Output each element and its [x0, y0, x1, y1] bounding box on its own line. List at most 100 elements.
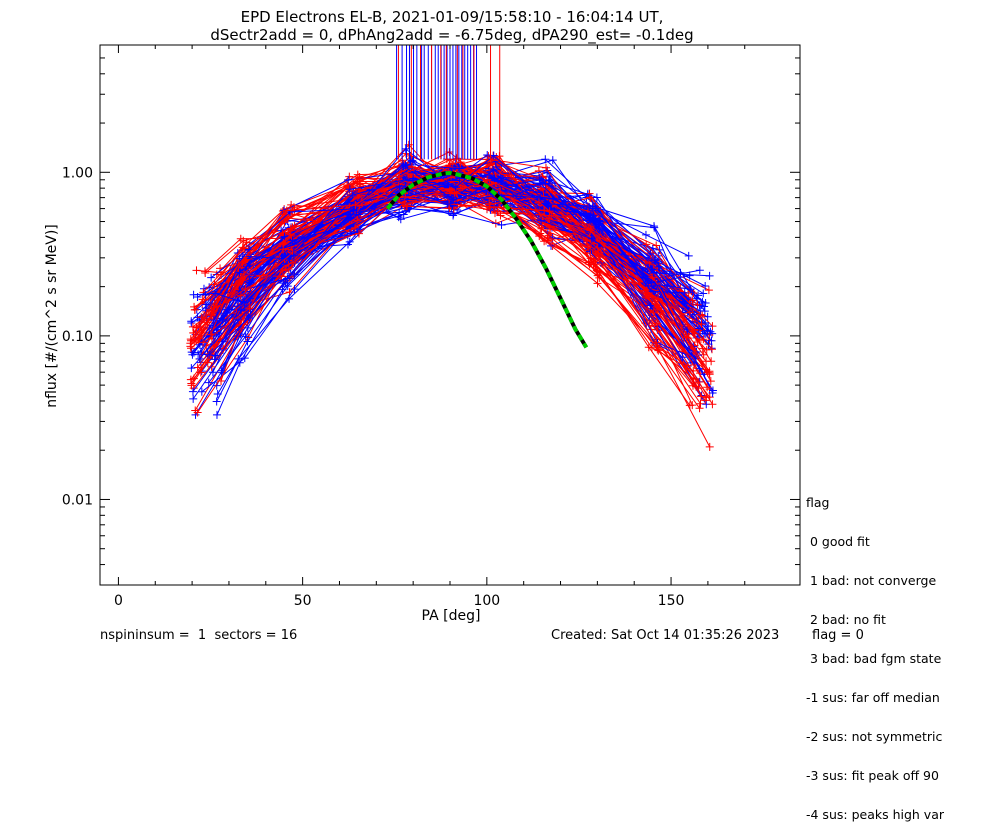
plus-marker: [210, 355, 219, 364]
plus-marker: [449, 195, 458, 204]
plus-marker: [680, 288, 689, 297]
x-tick-label: 0: [114, 593, 123, 609]
plus-marker: [203, 358, 212, 367]
plus-marker: [695, 404, 704, 413]
y-tick-label: 0.01: [62, 492, 93, 508]
plus-marker: [691, 325, 700, 334]
axes: 0 50 100 150 0.01 0.10 1.00: [62, 45, 800, 609]
footer-flag: flag = 0: [812, 628, 864, 643]
plus-marker: [693, 300, 702, 309]
plus-marker: [212, 302, 221, 311]
plus-marker: [354, 172, 363, 181]
plus-marker: [210, 280, 219, 289]
plus-marker: [489, 151, 498, 160]
plus-marker: [698, 344, 707, 353]
plus-marker: [548, 156, 557, 165]
plus-marker: [209, 316, 218, 325]
plus-marker: [494, 176, 503, 185]
plus-marker: [290, 240, 299, 249]
plus-marker: [406, 155, 415, 164]
plus-marker: [188, 322, 197, 331]
plus-marker: [699, 289, 708, 298]
plus-marker: [535, 173, 544, 182]
plus-marker: [694, 378, 703, 387]
plus-marker: [587, 234, 596, 243]
plus-marker: [189, 394, 198, 403]
plus-marker: [685, 308, 694, 317]
plus-marker: [682, 333, 691, 342]
plus-marker: [192, 266, 201, 275]
plus-marker: [204, 378, 213, 387]
plus-marker: [702, 365, 711, 374]
plus-marker: [234, 259, 243, 268]
plus-marker: [701, 281, 710, 290]
plus-marker: [593, 244, 602, 253]
plus-marker: [343, 240, 352, 249]
plus-marker: [485, 171, 494, 180]
plus-marker: [280, 232, 289, 241]
plus-marker: [650, 256, 659, 265]
plus-marker: [193, 408, 202, 417]
plus-marker: [706, 377, 715, 386]
plus-marker: [653, 303, 662, 312]
plus-marker: [454, 162, 463, 171]
plus-marker: [193, 293, 202, 302]
plus-marker: [407, 162, 416, 171]
fit-curve: [385, 170, 589, 349]
plus-marker: [545, 214, 554, 223]
plus-marker: [401, 144, 410, 153]
plus-marker: [693, 337, 702, 346]
plus-marker: [649, 269, 658, 278]
legend-title: flag: [806, 495, 830, 510]
plus-marker: [240, 244, 249, 253]
x-axis-label: PA [deg]: [422, 608, 481, 624]
plus-marker: [704, 286, 713, 295]
footer-created: Created: Sat Oct 14 01:35:26 2023: [551, 628, 780, 643]
plus-marker: [197, 313, 206, 322]
legend-item: 0 good fit: [806, 534, 870, 549]
legend-item: 3 bad: bad fgm state: [806, 651, 942, 666]
plus-marker: [490, 174, 499, 183]
plus-marker: [343, 180, 352, 189]
plus-marker: [351, 223, 360, 232]
plus-marker: [279, 279, 288, 288]
plus-marker: [705, 367, 714, 376]
plus-marker: [695, 266, 704, 275]
y-tick-label: 1.00: [62, 165, 93, 181]
plus-marker: [211, 351, 220, 360]
plus-marker: [650, 222, 659, 231]
plus-marker: [241, 332, 250, 341]
plus-marker: [696, 306, 705, 315]
plus-marker: [641, 274, 650, 283]
plus-marker: [548, 188, 557, 197]
plus-marker: [238, 276, 247, 285]
plus-marker: [187, 381, 196, 390]
plus-marker: [544, 231, 553, 240]
plus-marker: [354, 229, 363, 238]
plus-marker: [497, 221, 506, 230]
plus-marker: [245, 304, 254, 313]
plus-marker: [201, 300, 210, 309]
plus-marker: [652, 341, 661, 350]
plus-marker: [489, 166, 498, 175]
plus-marker: [354, 210, 363, 219]
plus-marker: [394, 213, 403, 222]
plus-marker: [283, 274, 292, 283]
plus-marker: [201, 269, 210, 278]
plus-marker: [286, 230, 295, 239]
chart: EPD Electrons EL-B, 2021-01-09/15:58:10 …: [44, 8, 801, 624]
legend-item: -1 sus: far off median: [806, 690, 940, 705]
plus-marker: [696, 399, 705, 408]
plus-marker: [703, 312, 712, 321]
plus-marker: [654, 262, 663, 271]
plus-marker: [698, 311, 707, 320]
plus-marker: [540, 237, 549, 246]
plus-marker: [187, 317, 196, 326]
plus-marker: [705, 442, 714, 451]
plus-marker: [282, 206, 291, 215]
plus-marker: [207, 273, 216, 282]
plus-marker: [534, 198, 543, 207]
plus-marker: [707, 357, 716, 366]
plus-marker: [283, 282, 292, 291]
plus-marker: [355, 179, 364, 188]
